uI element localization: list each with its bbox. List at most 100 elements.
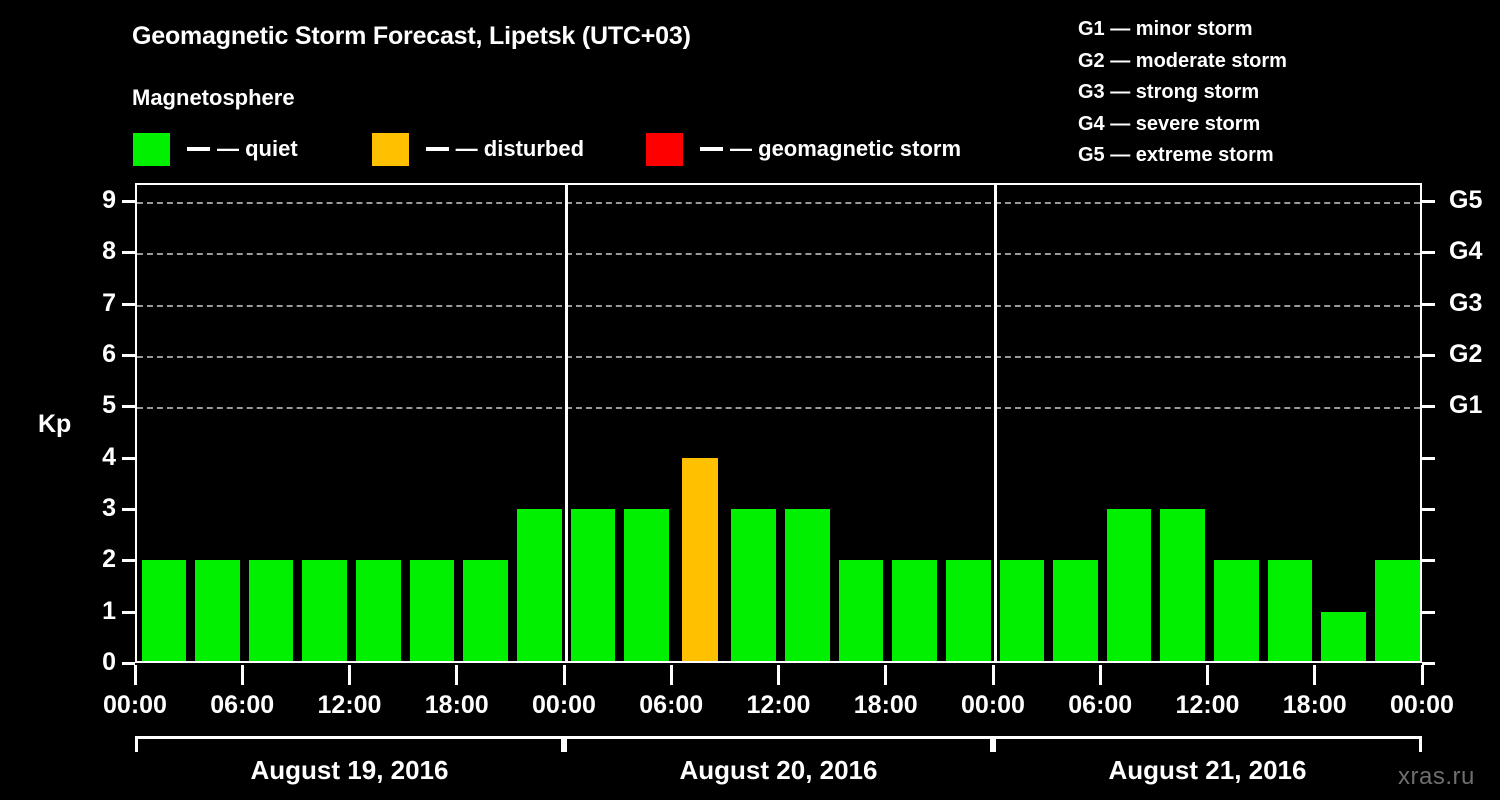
g-scale-legend: G1 — minor storm G2 — moderate storm G3 … xyxy=(1078,14,1287,172)
g-minor-tick-kp-4 xyxy=(1422,456,1435,460)
legend-label-quiet: — quiet xyxy=(217,136,298,161)
y-tick-label-7: 7 xyxy=(102,288,116,317)
legend-item-geomagnetic-storm: — geomagnetic storm xyxy=(646,132,962,166)
y-tick-label-3: 3 xyxy=(102,494,116,522)
bar-13 xyxy=(838,560,884,661)
day-divider xyxy=(993,185,997,661)
x-tick-mark-9 xyxy=(1098,665,1102,685)
g-tick-mark-g3 xyxy=(1422,302,1435,306)
g-tick-mark-g2 xyxy=(1422,354,1435,357)
page-title: Geomagnetic Storm Forecast, Lipetsk (UTC… xyxy=(132,22,691,50)
legend-swatch-storm xyxy=(646,132,684,166)
bar-3 xyxy=(302,560,347,661)
x-tick-label-11: 18:00 xyxy=(1282,691,1347,719)
g-tick-label-g4: G4 xyxy=(1449,237,1483,266)
x-tick-label-5: 06:00 xyxy=(639,691,704,719)
x-tick-label-8: 00:00 xyxy=(961,691,1025,719)
y-axis-title: Kp xyxy=(38,410,72,438)
gridline-kp-9 xyxy=(137,202,1420,204)
bar-1 xyxy=(195,560,240,661)
x-tick-label-12: 00:00 xyxy=(1390,691,1454,719)
bar-0 xyxy=(141,560,187,661)
x-tick-mark-6 xyxy=(777,665,780,685)
bar-6 xyxy=(463,560,508,661)
date-label-1: August 20, 2016 xyxy=(679,755,878,785)
bar-23 xyxy=(1374,560,1420,661)
gridline-kp-8 xyxy=(137,253,1420,256)
g-minor-tick-kp-3 xyxy=(1422,508,1435,511)
y-tick-mark-7 xyxy=(122,302,135,306)
legend-dash-icon xyxy=(700,147,724,151)
plot-inner xyxy=(137,185,1420,661)
bar-17 xyxy=(1053,560,1098,661)
status-legend: — quiet — disturbed — geomagnetic storm xyxy=(133,131,961,167)
y-tick-mark-6 xyxy=(122,354,135,357)
x-tick-mark-4 xyxy=(562,665,566,685)
bar-20 xyxy=(1214,560,1259,661)
bar-11 xyxy=(731,509,776,661)
bar-18 xyxy=(1106,509,1152,661)
g-legend-row-g2: G2 — moderate storm xyxy=(1078,49,1287,72)
g-tick-mark-g4 xyxy=(1422,251,1435,255)
y-tick-mark-5 xyxy=(122,405,135,409)
legend-label-disturbed: — disturbed xyxy=(455,136,585,161)
g-tick-mark-g5 xyxy=(1422,200,1435,203)
legend-label-storm: — geomagnetic storm xyxy=(730,136,962,161)
x-tick-label-7: 18:00 xyxy=(853,691,918,719)
g-tick-label-g3: G3 xyxy=(1449,288,1483,317)
bar-21 xyxy=(1267,560,1313,661)
date-bracket-1 xyxy=(564,736,993,752)
gridline-kp-6 xyxy=(137,356,1420,358)
gridline-kp-7 xyxy=(137,304,1420,307)
y-tick-label-6: 6 xyxy=(102,340,116,368)
g-minor-tick-kp-1 xyxy=(1422,610,1435,614)
bar-16 xyxy=(999,560,1045,661)
y-tick-label-8: 8 xyxy=(102,237,116,266)
y-tick-label-9: 9 xyxy=(102,186,116,214)
legend-swatch-quiet xyxy=(133,132,170,166)
x-tick-label-9: 06:00 xyxy=(1068,691,1133,719)
y-tick-label-1: 1 xyxy=(102,596,116,625)
legend-item-disturbed: — disturbed xyxy=(371,132,585,166)
x-tick-label-10: 12:00 xyxy=(1175,691,1240,719)
legend-dash-icon xyxy=(187,147,210,151)
y-tick-mark-3 xyxy=(122,508,135,511)
bar-10 xyxy=(682,457,718,661)
section-label-magnetosphere: Magnetosphere xyxy=(132,85,295,110)
g-minor-tick-kp-0 xyxy=(1422,662,1435,665)
y-tick-mark-4 xyxy=(122,456,135,460)
bar-22 xyxy=(1321,611,1366,661)
y-tick-mark-9 xyxy=(122,200,135,203)
bar-5 xyxy=(409,560,455,661)
y-tick-mark-1 xyxy=(122,610,135,614)
x-tick-label-3: 18:00 xyxy=(424,691,489,719)
x-tick-mark-0 xyxy=(133,665,137,685)
x-tick-mark-1 xyxy=(240,665,244,685)
x-tick-label-0: 00:00 xyxy=(103,691,167,719)
legend-dash-icon xyxy=(425,147,449,151)
x-tick-mark-7 xyxy=(884,665,888,685)
x-tick-label-2: 12:00 xyxy=(317,691,382,719)
g-tick-label-g5: G5 xyxy=(1449,186,1483,214)
x-tick-mark-8 xyxy=(991,665,995,685)
date-label-0: August 19, 2016 xyxy=(250,755,449,785)
g-minor-tick-kp-2 xyxy=(1422,559,1435,563)
date-label-2: August 21, 2016 xyxy=(1108,755,1307,785)
g-legend-row-g3: G3 — strong storm xyxy=(1078,81,1260,103)
watermark: xras.ru xyxy=(1398,763,1475,790)
legend-item-quiet: — quiet xyxy=(133,132,298,166)
x-tick-mark-11 xyxy=(1313,665,1317,685)
g-legend-row-g5: G5 — extreme storm xyxy=(1078,144,1274,166)
x-tick-label-6: 12:00 xyxy=(746,691,811,719)
y-tick-mark-0 xyxy=(122,662,135,665)
bar-7 xyxy=(516,509,562,661)
x-tick-label-4: 00:00 xyxy=(532,691,596,719)
bar-12 xyxy=(785,509,830,661)
date-bracket-2 xyxy=(993,736,1422,752)
bar-15 xyxy=(945,560,991,661)
y-tick-label-5: 5 xyxy=(102,391,116,420)
y-tick-mark-8 xyxy=(122,251,135,255)
bar-8 xyxy=(570,509,616,661)
y-tick-label-4: 4 xyxy=(102,442,116,471)
x-tick-mark-5 xyxy=(669,665,673,685)
